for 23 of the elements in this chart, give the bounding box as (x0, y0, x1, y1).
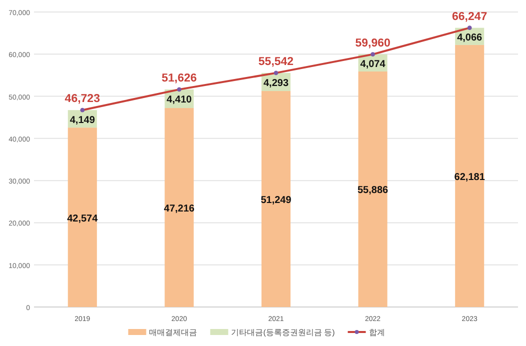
legend-label: 기타대금(등록증권원리금 등) (231, 328, 336, 337)
bar (68, 128, 97, 307)
data-label: 55,542 (258, 56, 294, 68)
data-label: 46,723 (64, 93, 100, 106)
data-label: 4,410 (166, 94, 192, 106)
bar (164, 108, 194, 307)
data-label: 62,181 (454, 172, 486, 183)
legend-label: 매매결제대금 (149, 328, 198, 337)
data-label: 4,293 (263, 78, 289, 89)
data-label: 51,249 (260, 195, 292, 206)
data-label: 47,216 (164, 204, 195, 215)
data-label: 66,247 (452, 10, 488, 23)
legend-label: 합계 (368, 328, 385, 337)
data-label: 42,574 (67, 213, 98, 224)
bar (358, 71, 388, 307)
data-label: 55,886 (358, 185, 389, 196)
data-label: 4,066 (457, 32, 483, 44)
data-label: 4,149 (70, 114, 96, 126)
bar (261, 91, 291, 307)
data-label: 51,626 (162, 72, 197, 84)
bar (455, 44, 484, 307)
data-label: 4,074 (360, 58, 386, 70)
data-label: 59,960 (355, 37, 390, 50)
